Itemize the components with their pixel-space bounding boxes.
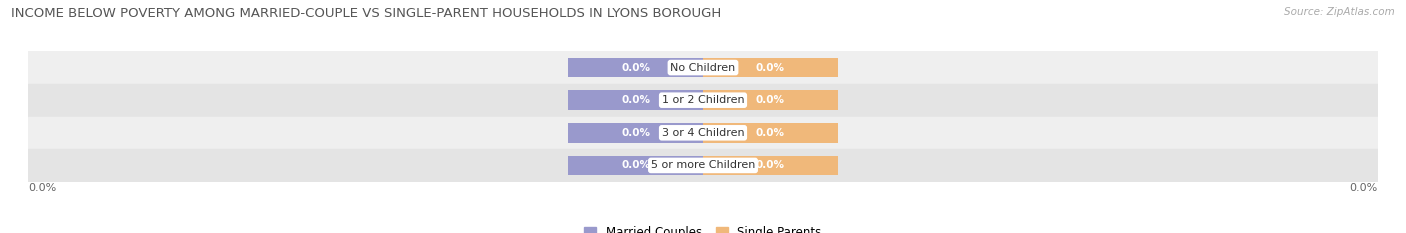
Text: 0.0%: 0.0% xyxy=(756,128,785,138)
Bar xyxy=(703,58,838,77)
Text: 0.0%: 0.0% xyxy=(756,95,785,105)
Legend: Married Couples, Single Parents: Married Couples, Single Parents xyxy=(579,221,827,233)
Bar xyxy=(568,156,703,175)
Text: No Children: No Children xyxy=(671,63,735,72)
Bar xyxy=(568,58,703,77)
Text: 0.0%: 0.0% xyxy=(1350,183,1378,193)
Text: INCOME BELOW POVERTY AMONG MARRIED-COUPLE VS SINGLE-PARENT HOUSEHOLDS IN LYONS B: INCOME BELOW POVERTY AMONG MARRIED-COUPL… xyxy=(11,7,721,20)
Bar xyxy=(568,90,703,110)
Bar xyxy=(28,84,1378,116)
Text: 3 or 4 Children: 3 or 4 Children xyxy=(662,128,744,138)
Text: 1 or 2 Children: 1 or 2 Children xyxy=(662,95,744,105)
Bar xyxy=(703,123,838,143)
Text: 5 or more Children: 5 or more Children xyxy=(651,161,755,170)
Text: 0.0%: 0.0% xyxy=(621,95,650,105)
Bar xyxy=(28,149,1378,182)
Bar xyxy=(703,156,838,175)
Text: 0.0%: 0.0% xyxy=(621,128,650,138)
Text: 0.0%: 0.0% xyxy=(756,161,785,170)
Bar xyxy=(28,51,1378,84)
Bar xyxy=(568,123,703,143)
Bar xyxy=(703,90,838,110)
Text: Source: ZipAtlas.com: Source: ZipAtlas.com xyxy=(1284,7,1395,17)
Bar xyxy=(28,116,1378,149)
Text: 0.0%: 0.0% xyxy=(28,183,56,193)
Text: 0.0%: 0.0% xyxy=(621,63,650,72)
Text: 0.0%: 0.0% xyxy=(756,63,785,72)
Text: 0.0%: 0.0% xyxy=(621,161,650,170)
